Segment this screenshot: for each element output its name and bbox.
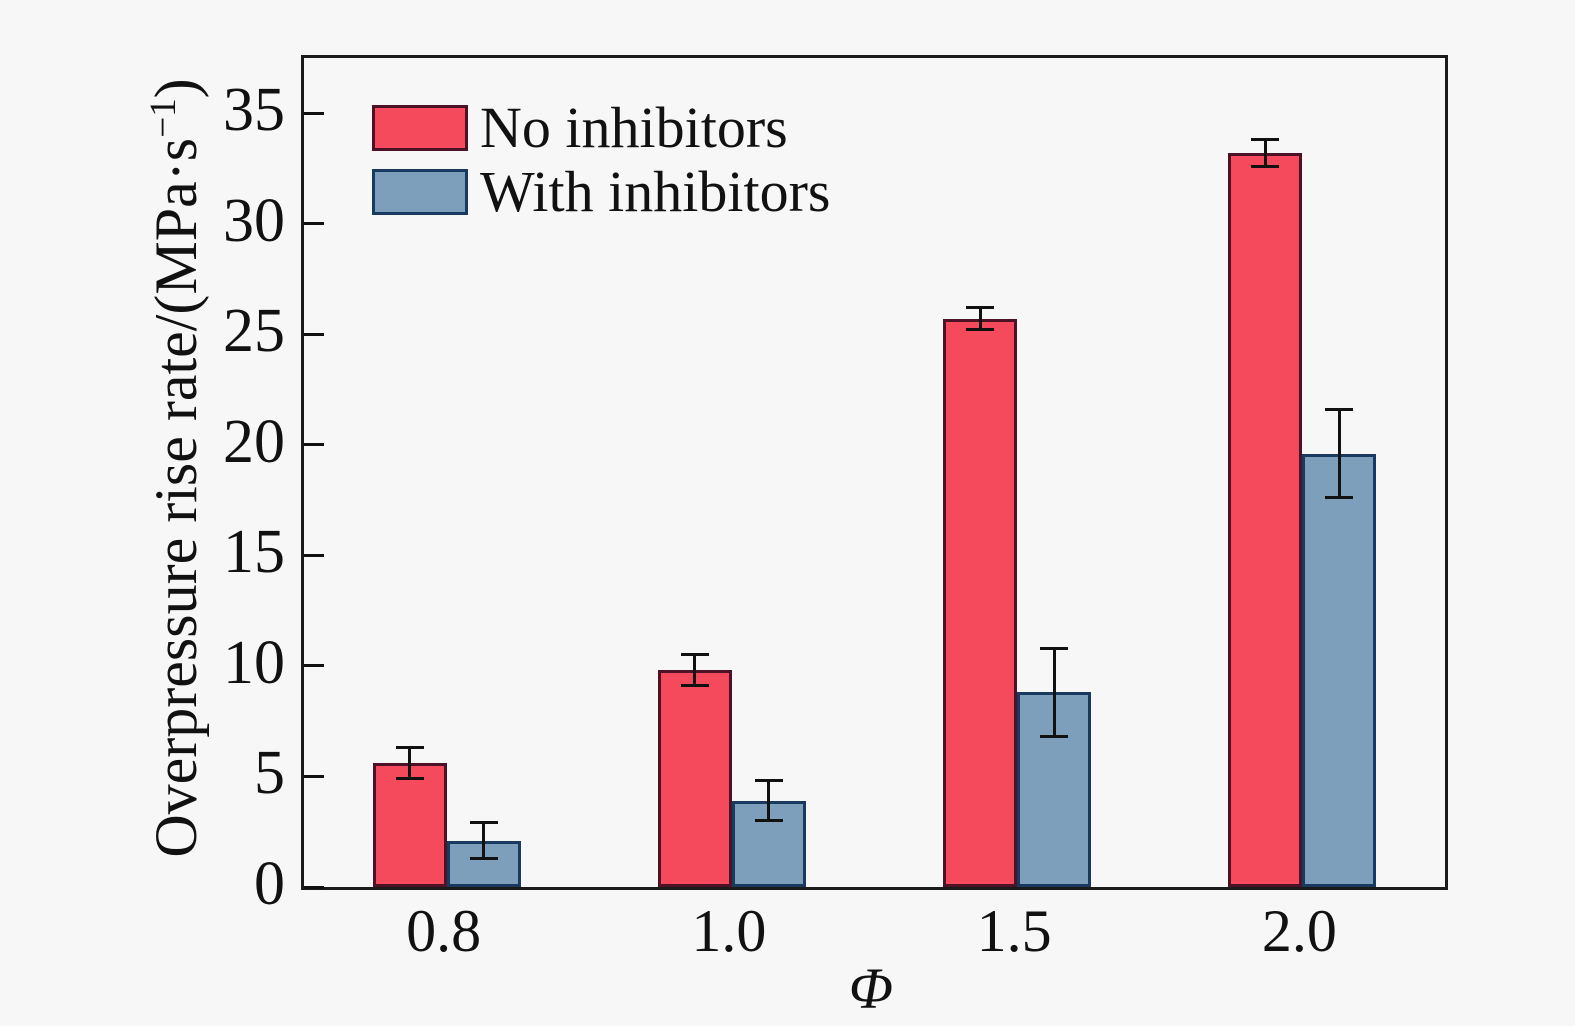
- error-bar-with-inhibitors-0.8-cap-bottom: [469, 856, 498, 860]
- error-bar-no-inhibitors-1.0-line: [693, 654, 697, 686]
- error-bar-no-inhibitors-1.5-cap-bottom: [966, 328, 995, 332]
- x-axis-label: Φ: [848, 956, 894, 1021]
- x-tick-label-1.0: 1.0: [691, 898, 767, 964]
- legend-swatch-no-inhibitors: [372, 105, 468, 151]
- bar-no-inhibitors-2.0: [1228, 153, 1303, 887]
- error-bar-no-inhibitors-2.0-cap-top: [1251, 138, 1280, 142]
- error-bar-with-inhibitors-1.0-cap-top: [754, 779, 783, 783]
- bar-no-inhibitors-1.5: [943, 318, 1018, 887]
- legend-item-with-inhibitors: With inhibitors: [372, 163, 831, 221]
- plot-area: No inhibitors With inhibitors: [301, 55, 1448, 890]
- y-tick-label-0: 0: [254, 850, 285, 918]
- error-bar-no-inhibitors-0.8-cap-top: [395, 746, 424, 750]
- error-bar-with-inhibitors-1.5-cap-bottom: [1040, 735, 1069, 739]
- error-bar-no-inhibitors-2.0-line: [1263, 139, 1267, 167]
- error-bar-no-inhibitors-2.0-cap-bottom: [1251, 164, 1280, 168]
- y-tick-mark-25: [304, 332, 324, 336]
- y-tick-label-5: 5: [254, 739, 285, 808]
- y-tick-label-35: 35: [223, 76, 285, 145]
- y-tick-label-30: 30: [223, 186, 285, 255]
- y-tick-label-25: 25: [223, 297, 285, 366]
- error-bar-with-inhibitors-0.8-cap-top: [469, 821, 498, 825]
- y-tick-label-10: 10: [223, 628, 285, 697]
- error-bar-with-inhibitors-0.8-line: [482, 822, 486, 859]
- y-tick-mark-0: [304, 885, 324, 889]
- y-tick-mark-15: [304, 553, 324, 557]
- legend-item-no-inhibitors: No inhibitors: [372, 99, 831, 157]
- x-tick-label-1.5: 1.5: [976, 898, 1052, 964]
- legend: No inhibitors With inhibitors: [372, 99, 831, 233]
- x-tick-label-0.8: 0.8: [406, 898, 482, 964]
- legend-label-no-inhibitors: No inhibitors: [480, 95, 788, 160]
- error-bar-with-inhibitors-1.5-line: [1052, 648, 1056, 737]
- error-bar-with-inhibitors-1.0-cap-bottom: [754, 819, 783, 823]
- legend-label-with-inhibitors: With inhibitors: [480, 159, 831, 224]
- legend-swatch-with-inhibitors: [372, 169, 468, 215]
- x-tick-label-2.0: 2.0: [1261, 898, 1337, 964]
- error-bar-no-inhibitors-1.5-cap-top: [966, 306, 995, 310]
- error-bar-no-inhibitors-0.8-cap-bottom: [395, 777, 424, 781]
- error-bar-with-inhibitors-2.0-line: [1337, 409, 1341, 498]
- y-tick-mark-20: [304, 443, 324, 447]
- error-bar-with-inhibitors-1.5-cap-top: [1040, 646, 1069, 650]
- y-tick-mark-5: [304, 774, 324, 778]
- error-bar-no-inhibitors-1.0-cap-top: [680, 653, 709, 657]
- y-tick-mark-10: [304, 664, 324, 668]
- bar-no-inhibitors-1.0: [657, 670, 732, 887]
- error-bar-with-inhibitors-2.0-cap-bottom: [1325, 496, 1354, 500]
- y-tick-label-20: 20: [223, 407, 285, 476]
- bar-no-inhibitors-0.8: [372, 763, 447, 887]
- y-tick-mark-30: [304, 222, 324, 226]
- error-bar-no-inhibitors-0.8-line: [408, 747, 412, 779]
- bar-with-inhibitors-2.0: [1302, 453, 1377, 887]
- error-bar-with-inhibitors-2.0-cap-top: [1325, 407, 1354, 411]
- error-bar-no-inhibitors-1.5-line: [978, 307, 982, 330]
- y-tick-label-15: 15: [223, 518, 285, 587]
- y-tick-mark-35: [304, 111, 324, 115]
- error-bar-no-inhibitors-1.0-cap-bottom: [680, 684, 709, 688]
- error-bar-with-inhibitors-1.0-line: [767, 780, 771, 821]
